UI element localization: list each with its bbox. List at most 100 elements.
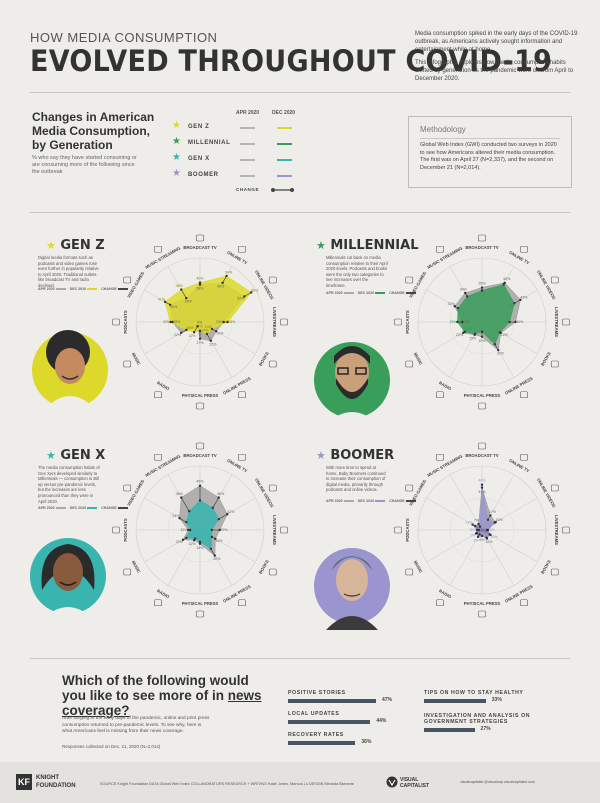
media-category-icon xyxy=(520,453,528,461)
value-label-apr: 15% xyxy=(478,339,486,343)
point-dec xyxy=(226,320,229,324)
legend-label: GEN X xyxy=(188,156,210,162)
intro-text: Media consumption spiked in the early da… xyxy=(415,30,585,88)
point-dec xyxy=(210,327,214,331)
radar-category-label: MUSIC STREAMING xyxy=(144,245,181,269)
value-label-dec: 10% xyxy=(491,535,499,539)
value-label-apr: 46% xyxy=(503,277,511,281)
media-category-icon xyxy=(405,360,414,368)
news-bar-item: LOCAL UPDATES 44% xyxy=(288,711,408,729)
legend-row-genx: ★ GEN X xyxy=(172,153,312,166)
change-line xyxy=(222,275,227,283)
point-apr xyxy=(178,516,181,520)
media-category-icon xyxy=(196,610,204,618)
media-category-icon xyxy=(405,568,414,576)
point-dec xyxy=(466,295,469,298)
legend-apr-swatch xyxy=(240,143,255,145)
value-label-apr: 32% xyxy=(448,302,456,306)
news-bar-item: TIPS ON HOW TO STAY HEALTHY 33% xyxy=(424,690,544,708)
mini-change-label: CHANGE xyxy=(389,291,405,295)
value-label-apr: 22% xyxy=(209,342,217,346)
social-links[interactable]: visualcapitalist @visualcap visualcapita… xyxy=(460,780,535,784)
radar-category-label: LIVESTREAMS xyxy=(272,307,277,337)
value-label-dec: 14% xyxy=(205,325,213,329)
boomer-title: BOOMER xyxy=(330,448,395,463)
value-label-apr: 6% xyxy=(479,538,485,542)
value-label-apr: 34% xyxy=(460,287,468,291)
value-label-apr: 8% xyxy=(476,526,482,530)
media-category-icon xyxy=(436,599,444,607)
radar-category-label: LIVESTREAMS xyxy=(554,515,559,545)
point-dec xyxy=(198,499,202,502)
radar-category-label: PODCASTS xyxy=(123,518,128,541)
legend-row-change: CHANGE xyxy=(172,185,312,197)
methodology-divider xyxy=(420,138,560,139)
page-subtitle: HOW MEDIA CONSUMPTION xyxy=(30,30,218,45)
media-category-icon xyxy=(268,360,277,368)
value-label-apr: 22% xyxy=(456,333,464,337)
point-dec xyxy=(163,300,167,304)
value-label-apr: 10% xyxy=(485,540,493,544)
point-dec xyxy=(198,329,202,333)
value-label-apr: 35% xyxy=(478,281,486,285)
mini-change-label: CHANGE xyxy=(389,499,405,503)
mini-apr-label: APR 2020 xyxy=(326,291,343,295)
media-category-icon xyxy=(123,276,132,284)
legend-row-millennial: ★ MILLENNIAL xyxy=(172,137,312,150)
bar-fill xyxy=(288,720,371,724)
bar-label: LOCAL UPDATES xyxy=(288,711,340,717)
point-apr xyxy=(478,533,481,536)
value-label-apr: 35% xyxy=(170,305,178,309)
news-question-note: After surging in the early days of the p… xyxy=(62,716,210,734)
point-apr xyxy=(477,528,481,532)
radar-category-label: PODCASTS xyxy=(405,518,410,541)
media-category-icon xyxy=(154,453,162,461)
point-dec xyxy=(480,483,484,486)
millennial-description: Millennials cut back on media consumptio… xyxy=(326,255,388,288)
divider xyxy=(30,658,570,659)
news-bar-item: RECOVERY RATES 36% xyxy=(288,732,408,750)
radar-spoke xyxy=(449,529,483,586)
value-label-apr: 14% xyxy=(196,546,204,550)
value-label-apr: 32% xyxy=(227,510,235,514)
point-dec xyxy=(185,520,188,524)
radar-category-label: MUSIC xyxy=(413,352,424,366)
radar-category-label: ONLINE VIDEOS xyxy=(254,477,275,508)
radar-category-label: ONLINE VIDEOS xyxy=(536,477,557,508)
value-label-dec: 28% xyxy=(502,320,510,324)
media-category-icon xyxy=(550,484,559,492)
radar-category-label: BROADCAST TV xyxy=(465,453,498,458)
point-apr xyxy=(480,286,484,289)
value-label-dec: 44% xyxy=(498,286,506,290)
value-label-dec: 10% xyxy=(478,326,486,330)
radar-category-label: PHYSICAL PRESS xyxy=(182,393,219,398)
value-label-dec: 28% xyxy=(458,308,466,312)
point-apr xyxy=(214,537,217,541)
point-apr xyxy=(168,303,172,306)
media-category-icon xyxy=(112,318,120,326)
bar-value: 44% xyxy=(376,718,387,724)
value-label-dec: 7% xyxy=(470,533,476,537)
radar-category-label: RADIO xyxy=(438,380,453,391)
point-dec xyxy=(169,320,172,324)
point-apr xyxy=(489,514,492,517)
radar-category-label: LIVESTREAMS xyxy=(272,515,277,545)
value-label-apr: 17% xyxy=(489,510,497,514)
point-dec xyxy=(249,291,253,294)
point-apr xyxy=(221,281,224,284)
radar-category-label: ONLINE PRESS xyxy=(222,376,252,396)
point-dec xyxy=(478,525,482,528)
value-label-apr: 22% xyxy=(501,333,509,337)
footer: KF KNIGHT FOUNDATION SOURCE Knight Found… xyxy=(0,762,600,803)
value-label-dec: 26% xyxy=(489,339,497,343)
value-label-dec: 9% xyxy=(482,532,488,536)
value-label-dec: 25% xyxy=(450,320,458,324)
credits-line: SOURCE Knight Foundation DATA Global Web… xyxy=(100,782,354,786)
media-category-icon xyxy=(520,391,528,399)
change-line xyxy=(218,513,228,520)
point-dec xyxy=(508,320,511,324)
media-category-icon xyxy=(394,526,402,534)
